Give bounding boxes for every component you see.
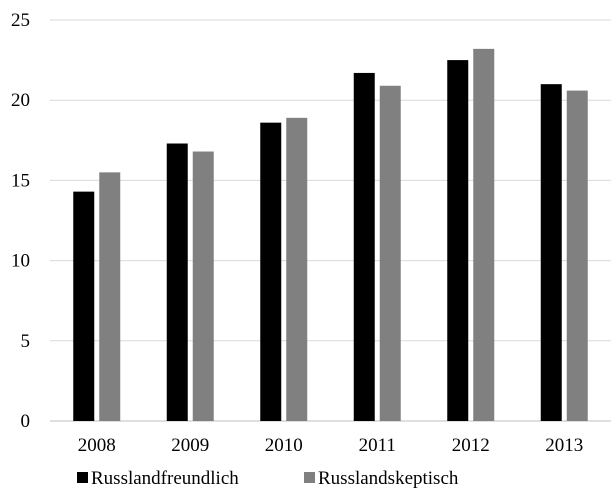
y-tick-label: 15: [11, 170, 30, 191]
y-tick-label: 0: [21, 411, 31, 432]
legend-label-russlandfreundlich: Russlandfreundlich: [91, 468, 239, 489]
bar-russlandskeptisch-2013: [566, 90, 588, 422]
bar-russlandfreundlich-2009: [166, 143, 188, 421]
bar-russlandskeptisch-2009: [192, 151, 214, 421]
legend-label-russlandskeptisch: Russlandskeptisch: [318, 468, 459, 489]
y-tick-label: 25: [11, 10, 30, 31]
x-tick-label: 2010: [265, 435, 303, 456]
bar-russlandfreundlich-2008: [73, 191, 95, 421]
y-tick-label: 20: [11, 90, 30, 111]
bar-russlandfreundlich-2010: [260, 122, 282, 421]
gridlines: [50, 19, 611, 422]
x-tick-label: 2013: [545, 435, 583, 456]
y-tick-label: 5: [21, 331, 31, 352]
legend: Russlandfreundlich Russlandskeptisch: [77, 468, 459, 489]
x-axis: 2008 2009 2010 2011 2012 2013: [78, 435, 584, 456]
bar-russlandfreundlich-2012: [447, 60, 469, 421]
legend-swatch-russlandfreundlich: [77, 472, 88, 483]
legend-swatch-russlandskeptisch: [304, 472, 315, 483]
bar-russlandskeptisch-2008: [99, 172, 121, 421]
bar-russlandskeptisch-2010: [286, 117, 308, 422]
y-axis: 0 5 10 15 20 25: [11, 10, 30, 432]
bar-russlandskeptisch-2011: [379, 85, 401, 421]
bar-russlandskeptisch-2012: [473, 48, 495, 421]
x-tick-label: 2012: [452, 435, 490, 456]
x-tick-label: 2009: [171, 435, 209, 456]
y-tick-label: 10: [11, 251, 30, 272]
bar-russlandfreundlich-2013: [540, 84, 562, 421]
x-tick-label: 2008: [78, 435, 116, 456]
bar-russlandfreundlich-2011: [353, 72, 375, 421]
bars: [73, 48, 588, 422]
x-tick-label: 2011: [359, 435, 396, 456]
